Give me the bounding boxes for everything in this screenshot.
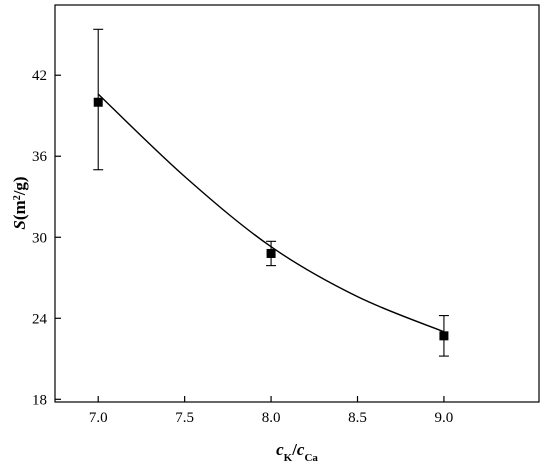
x-axis-label: cK/cCa [276, 440, 318, 464]
data-point [439, 331, 449, 341]
y-axis-label-unit-close: /g) [10, 176, 29, 196]
y-axis-label: S(m2/g) [10, 176, 29, 229]
x-tick-label: 8.5 [348, 410, 367, 426]
x-tick-label: 8.0 [262, 410, 281, 426]
x-tick-label: 7.5 [175, 410, 194, 426]
fit-curve [97, 93, 445, 333]
data-point [93, 97, 103, 107]
y-tick-label: 30 [32, 230, 47, 246]
plot-area [93, 28, 449, 357]
y-tick-label: 24 [32, 311, 48, 327]
y-tick-label: 18 [32, 392, 47, 408]
y-tick-label: 36 [32, 149, 48, 165]
plot-frame [54, 4, 540, 403]
y-axis-label-symbol: S [10, 220, 29, 229]
data-point [266, 248, 276, 258]
x-axis-ticks: 7.0 7.5 8.0 8.5 9.0 [89, 396, 453, 426]
y-axis-label-unit-open: (m [10, 200, 29, 220]
y-axis-ticks: 18 24 30 36 42 [32, 68, 61, 408]
y-tick-label: 42 [32, 68, 47, 84]
y-axis-label-unit-sup: 2 [12, 195, 23, 200]
x-tick-label: 9.0 [435, 410, 454, 426]
x-axis-label-sub1: K [284, 452, 293, 464]
x-axis-label-slash: / [291, 440, 297, 459]
x-tick-label: 7.0 [89, 410, 108, 426]
x-axis-label-sub2: Ca [304, 452, 318, 464]
x-axis-label-c2: c [297, 440, 305, 459]
x-axis-label-c1: c [276, 440, 284, 459]
